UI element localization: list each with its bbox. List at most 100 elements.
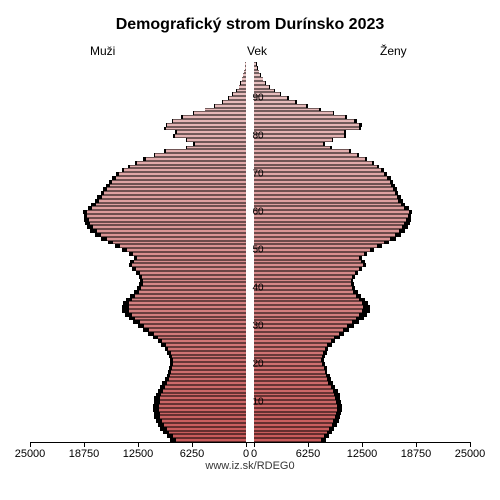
bar-men — [143, 282, 246, 286]
y-tick-label: 80 — [246, 131, 270, 142]
bar-men — [160, 415, 246, 419]
label-men: Muži — [90, 44, 115, 58]
pyramid-row — [30, 377, 470, 381]
bar-men — [141, 286, 246, 290]
bar-men — [160, 400, 246, 404]
pyramid-row — [30, 263, 470, 267]
bar-men — [129, 309, 246, 313]
bar-women — [254, 389, 333, 393]
pyramid-row — [30, 419, 470, 423]
bar-women — [254, 241, 384, 245]
pyramid-row — [30, 146, 470, 150]
bar-women — [254, 176, 387, 180]
x-tick-label: 6250 — [296, 448, 320, 460]
bar-women — [254, 168, 381, 172]
bar-women — [254, 153, 357, 157]
bar-women — [254, 370, 325, 374]
bar-men — [116, 176, 246, 180]
pyramid-row — [30, 301, 470, 305]
bar-men — [171, 370, 246, 374]
bar-men — [166, 343, 246, 347]
pyramid-row — [30, 347, 470, 351]
bar-men — [168, 347, 246, 351]
pyramid-row — [30, 191, 470, 195]
bar-men — [132, 313, 246, 317]
bar-women — [254, 161, 372, 165]
bar-women — [254, 206, 404, 210]
pyramid-row — [30, 434, 470, 438]
x-tick-label: 25000 — [15, 448, 46, 460]
bar-women — [254, 195, 397, 199]
bar-men — [162, 339, 246, 343]
bar-women — [254, 305, 363, 309]
bar-men — [175, 134, 246, 138]
bar-women — [254, 146, 330, 150]
bar-men — [101, 233, 246, 237]
bar-men — [242, 77, 246, 81]
bar-women — [254, 210, 409, 214]
pyramid-row — [30, 339, 470, 343]
bar-women — [254, 351, 323, 355]
bar-women — [254, 301, 362, 305]
x-tickmark — [192, 442, 193, 447]
bar-women — [254, 191, 395, 195]
bar-men — [167, 427, 246, 431]
bar-men — [107, 237, 246, 241]
pyramid-chart: Demografický strom Durínsko 2023 Muži Ve… — [0, 0, 500, 500]
bar-women — [254, 149, 349, 153]
bar-women — [254, 343, 327, 347]
pyramid-row — [30, 313, 470, 317]
bar-women — [254, 81, 265, 85]
pyramid-row — [30, 374, 470, 378]
pyramid-row — [30, 225, 470, 229]
y-tick-label: 30 — [246, 321, 270, 332]
bar-men — [137, 256, 246, 260]
pyramid-row — [30, 184, 470, 188]
bar-women — [254, 73, 260, 77]
bar-men — [136, 267, 246, 271]
bar-women — [254, 237, 390, 241]
bar-men — [129, 305, 247, 309]
pyramid-row — [30, 309, 470, 313]
y-tick-label: 10 — [246, 397, 270, 408]
chart-title: Demografický strom Durínsko 2023 — [0, 16, 500, 34]
pyramid-row — [30, 370, 470, 374]
pyramid-row — [30, 187, 470, 191]
bar-men — [169, 431, 246, 435]
bar-men — [129, 301, 246, 305]
bar-men — [245, 62, 246, 66]
bar-men — [241, 81, 246, 85]
x-tickmark — [246, 442, 247, 447]
pyramid-row — [30, 389, 470, 393]
bar-women — [254, 111, 333, 115]
bar-men — [93, 225, 246, 229]
bar-women — [254, 62, 256, 66]
bar-women — [254, 275, 352, 279]
bar-men — [158, 336, 246, 340]
bar-women — [254, 165, 377, 169]
bar-women — [254, 294, 356, 298]
bar-men — [143, 279, 246, 283]
pyramid-row — [30, 104, 470, 108]
x-tick-label: 12500 — [347, 448, 378, 460]
bar-men — [87, 214, 246, 218]
pyramid-row — [30, 305, 470, 309]
pyramid-row — [30, 351, 470, 355]
bar-men — [173, 434, 246, 438]
bar-men — [110, 184, 247, 188]
bar-men — [172, 366, 246, 370]
pyramid-row — [30, 332, 470, 336]
x-tickmark — [470, 442, 471, 447]
pyramid-row — [30, 256, 470, 260]
bar-women — [254, 419, 333, 423]
x-tick-label: 12500 — [123, 448, 154, 460]
bar-men — [205, 108, 246, 112]
pyramid-row — [30, 111, 470, 115]
bar-men — [135, 317, 246, 321]
bar-men — [149, 328, 246, 332]
bar-women — [254, 339, 331, 343]
bar-women — [254, 374, 326, 378]
bar-men — [166, 127, 246, 131]
bar-men — [133, 252, 246, 256]
bar-women — [254, 252, 364, 256]
